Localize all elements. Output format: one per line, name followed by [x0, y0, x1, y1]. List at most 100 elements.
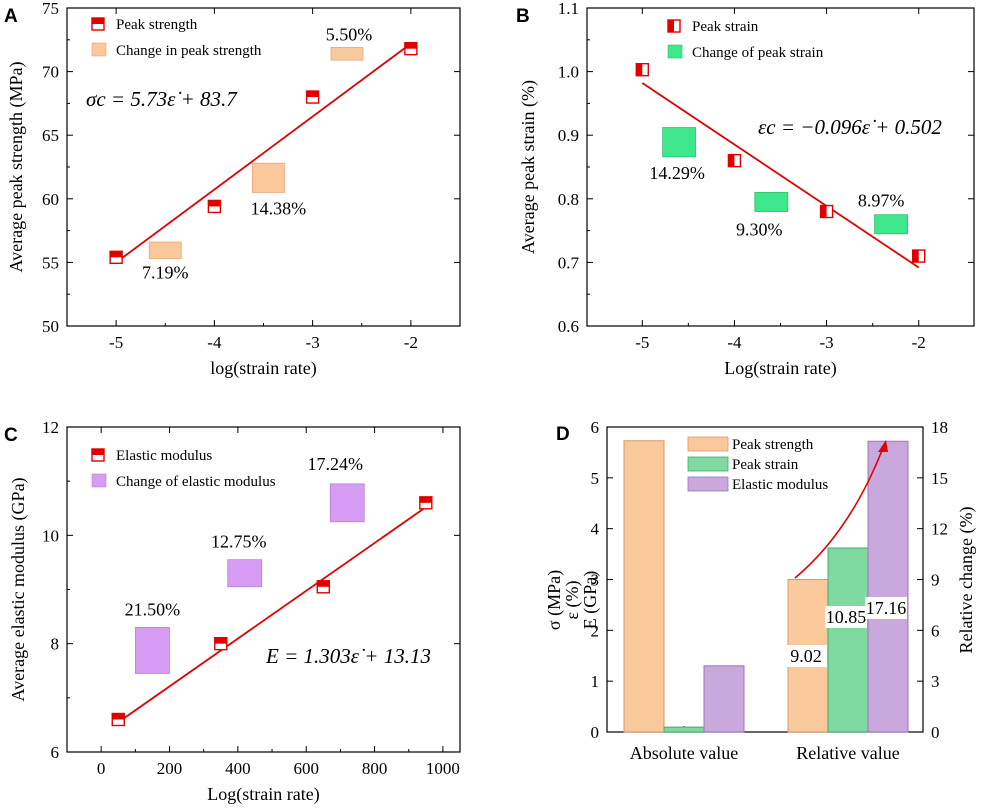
x-tick-label: 600 [293, 759, 319, 778]
change-label-0: 21.50% [125, 599, 181, 619]
y-tick-label: 0.9 [558, 126, 579, 145]
marker-fill [110, 251, 123, 258]
y-tick-label: 60 [42, 190, 59, 209]
legend-swatch [687, 456, 729, 472]
y-tick-label: 0 [591, 723, 600, 742]
y-tick-label: 10 [42, 526, 59, 545]
relative-label: 9.02 [790, 646, 822, 666]
x-tick-label: -4 [727, 333, 742, 352]
change-label-1: 14.38% [251, 198, 307, 218]
data-point-3 [419, 496, 433, 510]
change-box-0 [662, 127, 697, 158]
y-tick-label: 0.7 [558, 253, 580, 272]
bar-peak-strain [663, 726, 705, 733]
y-tick-label: 75 [42, 0, 59, 18]
y-tick-label: 1 [591, 672, 600, 691]
marker-fill [728, 154, 735, 167]
y-tick-label: 6 [591, 418, 600, 437]
marker-fill [112, 713, 125, 720]
regression-line [115, 42, 412, 264]
relative-label-bg [825, 606, 867, 628]
x-tick-label: 1000 [426, 759, 460, 778]
panel-b: -5 -4 -3 -2 0.6 0.7 0.8 0.9 1.0 1.1 Log(strain rat… [516, 0, 975, 379]
marker-fill [306, 91, 319, 98]
legend: Peak strength Change in peak strength [91, 17, 262, 59]
y-tick-label: 55 [42, 253, 59, 272]
marker-fill [92, 449, 104, 455]
data-point-3 [912, 249, 926, 263]
change-box-2 [330, 47, 364, 61]
x-tick-label: -2 [404, 333, 418, 352]
x-category-label: Absolute value [630, 743, 738, 763]
panel-c: 0 200 400 600 800 1000 6 8 10 12 Log(strain rate) A… [4, 418, 461, 805]
legend-label: Change of elastic modulus [116, 474, 276, 490]
legend-label: Peak strength [116, 17, 198, 33]
bar-elastic-modulus [867, 440, 909, 733]
change-label-2: 8.97% [858, 191, 905, 211]
x-tick-label: -2 [912, 333, 926, 352]
change-label-2: 17.24% [307, 454, 363, 474]
legend-swatch [91, 42, 107, 57]
relative-label-bg [785, 645, 827, 667]
data-point-0 [635, 62, 649, 77]
data-point-1 [207, 199, 222, 214]
y-right-tick-label: 18 [931, 418, 948, 437]
marker-fill [820, 205, 827, 218]
marker-fill [214, 637, 227, 644]
marker-fill [912, 250, 919, 263]
regression-line [641, 82, 920, 269]
x-tick-label: 0 [97, 759, 106, 778]
change-label-0: 7.19% [142, 263, 189, 283]
data-point-2 [305, 90, 320, 104]
x-category-label: Relative value [796, 743, 899, 763]
change-label-1: 9.30% [736, 220, 783, 240]
regression-equation: σc = 5.73ε̇ + 83.7 [86, 87, 238, 111]
data-point-legend [667, 19, 681, 33]
y-tick-label: 8 [51, 635, 60, 654]
trend-arrow-head [878, 440, 888, 452]
relative-label: 17.16 [866, 598, 907, 618]
y-right-axis-title: Relative change (%) [956, 507, 977, 654]
x-axis-title: Log(strain rate) [207, 784, 319, 805]
change-box-0 [135, 627, 170, 674]
data-point-2 [316, 580, 331, 594]
y-axis-title: Average elastic modulus (GPa) [8, 477, 29, 701]
y-axis-title: Average peak strength (MPa) [6, 61, 27, 272]
panel-letter: C [4, 425, 18, 446]
marker-fill [317, 580, 330, 587]
x-tick-label: 800 [362, 759, 388, 778]
y-axis-title: Average peak strain (%) [518, 80, 539, 254]
y-right-tick-label: 6 [931, 621, 940, 640]
legend-swatch [687, 436, 729, 452]
legend-label: Peak strain [732, 457, 799, 473]
ylabel-sigma: σ (MPa) [544, 570, 565, 630]
legend: Elastic modulus Change of elastic modulus [91, 448, 276, 490]
x-tick-label: -5 [635, 333, 649, 352]
y-tick-label: 6 [51, 743, 60, 762]
change-label-0: 14.29% [649, 163, 705, 183]
data-point-0 [109, 250, 123, 265]
regression-equation: εc = −0.096ε̇ + 0.502 [758, 115, 942, 139]
data-point-3 [404, 42, 418, 56]
x-tick-label: -5 [109, 333, 123, 352]
change-label-2: 5.50% [326, 24, 373, 44]
legend-label: Peak strength [732, 437, 814, 453]
marker-fill [404, 42, 417, 49]
data-point-legend [91, 448, 105, 462]
marker-fill [208, 200, 221, 207]
panel-letter: B [516, 6, 530, 27]
y-tick-label: 12 [42, 418, 59, 437]
legend-swatch [91, 473, 107, 488]
relative-label: 10.85 [826, 607, 867, 627]
y-tick-label: 65 [42, 126, 59, 145]
legend-swatch [667, 44, 683, 59]
y-right-tick-label: 3 [931, 672, 940, 691]
data-point-1 [214, 636, 228, 651]
y-tick-label: 5 [591, 469, 600, 488]
legend-swatch [687, 476, 729, 492]
bar-elastic-modulus [703, 665, 745, 733]
ylabel-modulus: E (GPa) [580, 571, 601, 629]
ylabel-epsilon: ε (%) [562, 580, 583, 619]
y-tick-label: 0.8 [558, 190, 579, 209]
